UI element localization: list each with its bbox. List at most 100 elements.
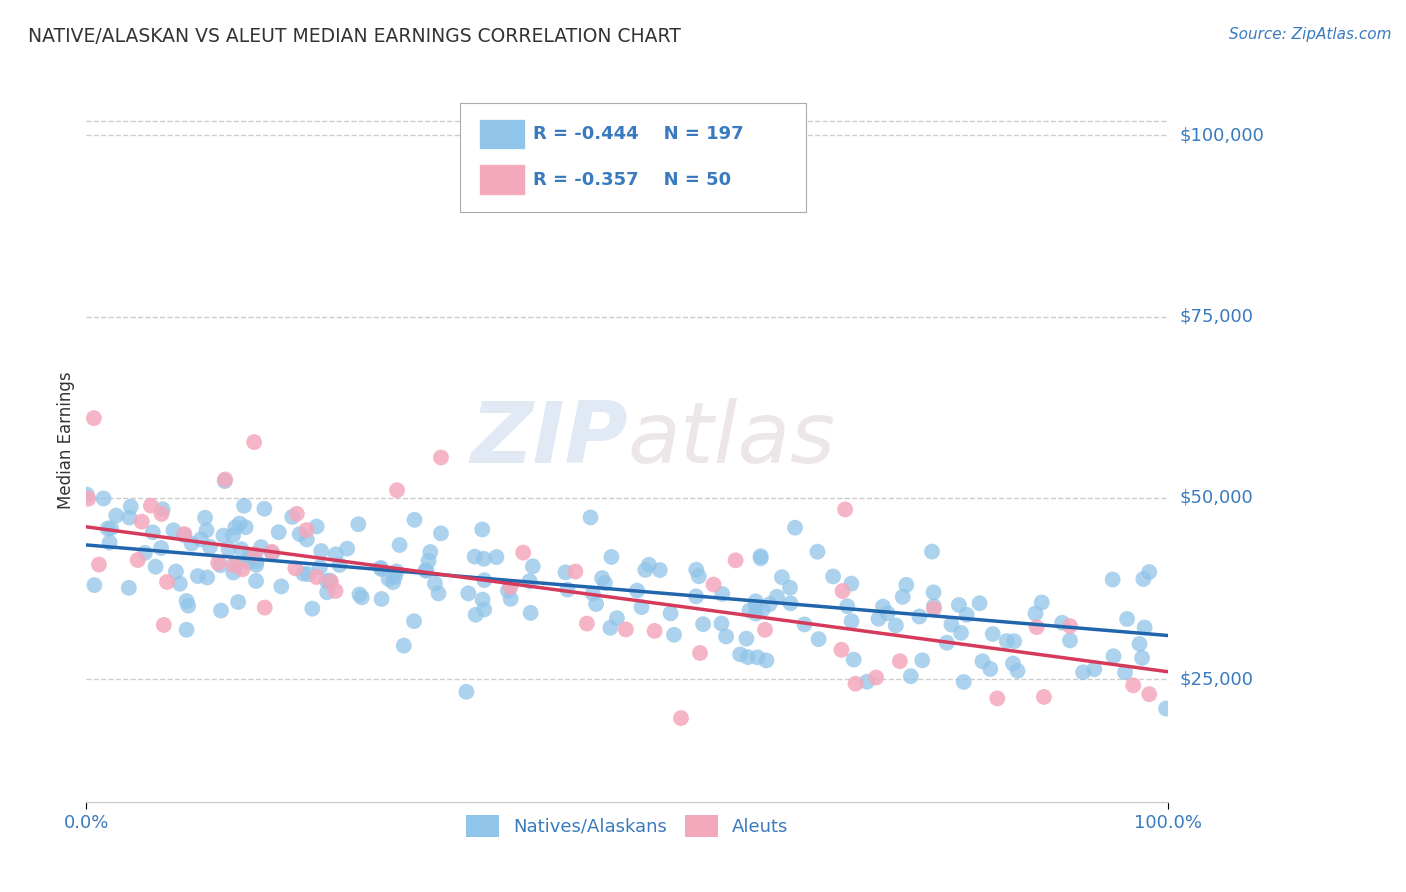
Point (1102, 649, 1125, 664)
Point (1050, 615, 1073, 630)
Point (1002, 634, 1025, 648)
Point (770, 570, 793, 584)
Point (214, 474, 236, 488)
Point (1137, 687, 1160, 701)
Point (457, 586, 479, 600)
Text: $50,000: $50,000 (1180, 489, 1253, 507)
Point (519, 606, 541, 620)
Point (464, 607, 486, 622)
Point (243, 547, 266, 561)
Point (922, 601, 945, 615)
Point (382, 575, 405, 590)
Point (1007, 664, 1029, 678)
Point (582, 586, 605, 600)
Point (735, 632, 758, 646)
Point (173, 528, 195, 542)
Text: R = -0.444    N = 197: R = -0.444 N = 197 (533, 125, 744, 143)
Point (688, 569, 710, 583)
Point (1137, 565, 1160, 579)
Point (260, 545, 283, 559)
Point (370, 591, 392, 606)
Point (309, 544, 332, 558)
Point (714, 630, 737, 644)
Point (325, 547, 347, 561)
Point (415, 564, 437, 578)
Point (599, 621, 621, 635)
Point (152, 502, 174, 516)
Point (231, 542, 253, 557)
Point (295, 533, 318, 547)
Point (1116, 612, 1139, 626)
Point (250, 540, 273, 554)
Point (685, 590, 707, 604)
Point (347, 517, 370, 532)
Point (841, 576, 863, 591)
Point (585, 597, 607, 611)
Point (922, 599, 945, 614)
Point (319, 574, 342, 588)
Point (956, 607, 979, 622)
Point (238, 549, 260, 563)
Point (969, 596, 991, 610)
Point (456, 685, 478, 699)
Point (370, 562, 392, 576)
Point (392, 639, 415, 653)
Point (703, 577, 725, 591)
Point (209, 558, 232, 573)
Point (292, 566, 315, 581)
FancyBboxPatch shape (479, 164, 524, 194)
Point (419, 545, 441, 559)
Point (876, 607, 898, 621)
Point (214, 472, 236, 486)
Text: NATIVE/ALASKAN VS ALEUT MEDIAN EARNINGS CORRELATION CHART: NATIVE/ALASKAN VS ALEUT MEDIAN EARNINGS … (28, 27, 681, 45)
Point (245, 554, 267, 568)
Point (226, 595, 249, 609)
Point (1128, 637, 1150, 651)
Point (388, 538, 411, 552)
Point (614, 623, 637, 637)
Point (1031, 595, 1053, 609)
Point (499, 591, 522, 606)
Point (472, 602, 495, 616)
Point (793, 617, 815, 632)
Point (921, 544, 943, 558)
Point (225, 557, 247, 571)
Point (471, 523, 494, 537)
Point (97, 522, 120, 536)
Point (896, 578, 918, 592)
Point (207, 556, 229, 570)
Point (180, 536, 202, 550)
Point (868, 612, 890, 626)
Point (169, 576, 191, 591)
Point (385, 564, 408, 578)
Point (744, 594, 766, 608)
Point (105, 508, 128, 523)
Point (752, 602, 775, 616)
Point (305, 570, 328, 584)
Point (1132, 572, 1154, 586)
Point (288, 527, 311, 541)
Point (979, 662, 1001, 676)
Point (728, 648, 751, 662)
Legend: Natives/Alaskans, Aleuts: Natives/Alaskans, Aleuts (460, 807, 796, 844)
Point (212, 528, 235, 542)
Point (198, 540, 221, 554)
Point (118, 581, 141, 595)
Point (1154, 701, 1177, 715)
Y-axis label: Median Earnings: Median Earnings (58, 371, 75, 508)
Point (418, 554, 440, 568)
Point (981, 627, 1004, 641)
Point (77, 491, 100, 506)
Point (209, 604, 232, 618)
Point (1001, 657, 1024, 671)
Point (281, 509, 304, 524)
Point (1071, 665, 1094, 680)
Point (600, 549, 623, 564)
Point (841, 614, 863, 628)
Point (76, 487, 98, 501)
Point (245, 558, 267, 572)
Point (243, 435, 266, 450)
Point (156, 574, 179, 589)
Point (889, 654, 911, 668)
Point (872, 599, 894, 614)
